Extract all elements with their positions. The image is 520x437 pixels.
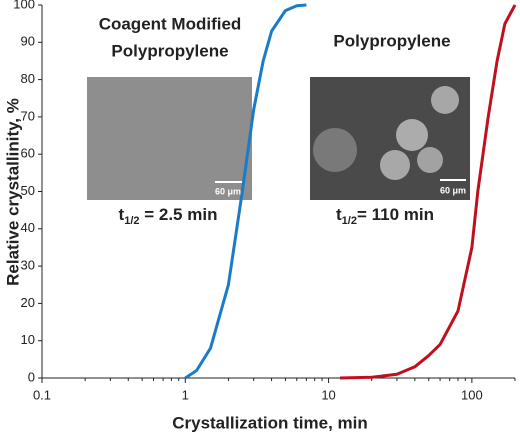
y-tick-label: 90 <box>21 34 35 49</box>
annotation: Polypropylene <box>333 31 450 50</box>
x-tick-label: 100 <box>461 387 483 402</box>
half-time-sub: 1/2 <box>124 215 139 227</box>
y-tick-label: 80 <box>21 71 35 86</box>
data-line <box>184 3 307 380</box>
x-tick-label: 0.1 <box>33 387 51 402</box>
y-tick-label: 40 <box>21 220 35 235</box>
spherulite <box>396 119 428 151</box>
data-line <box>339 4 517 380</box>
y-tick-label: 30 <box>21 258 35 273</box>
scale-label: 60 μm <box>440 185 466 195</box>
scale-label: 60 μm <box>215 186 241 196</box>
spherulite <box>380 150 410 180</box>
annotation: Polypropylene <box>111 41 228 60</box>
half-time: t1/2= 110 min <box>336 205 434 226</box>
half-time-t: t <box>336 205 342 224</box>
half-time-sub: 1/2 <box>342 215 357 227</box>
x-tick-label: 10 <box>321 387 335 402</box>
y-tick-label: 70 <box>21 108 35 123</box>
y-axis-title: Relative crystallinity, % <box>3 98 22 286</box>
y-tick-label: 20 <box>21 295 35 310</box>
half-time: t1/2 = 2.5 min <box>119 205 218 226</box>
half-time-t: t <box>119 205 125 224</box>
x-tick-label: 1 <box>182 387 189 402</box>
micrograph <box>87 77 252 200</box>
y-tick-label: 50 <box>21 183 35 198</box>
y-tick-label: 100 <box>13 0 35 11</box>
spherulite <box>431 86 459 114</box>
y-tick-label: 10 <box>21 332 35 347</box>
annotation: Coagent Modified <box>99 14 242 33</box>
y-tick-label: 0 <box>28 369 35 384</box>
y-tick-label: 60 <box>21 146 35 161</box>
half-time-value: = 110 min <box>357 205 434 224</box>
spherulite <box>417 147 443 173</box>
half-time-value: = 2.5 min <box>140 205 218 224</box>
spherulite <box>313 128 357 172</box>
x-axis-title: Crystallization time, min <box>172 413 368 432</box>
